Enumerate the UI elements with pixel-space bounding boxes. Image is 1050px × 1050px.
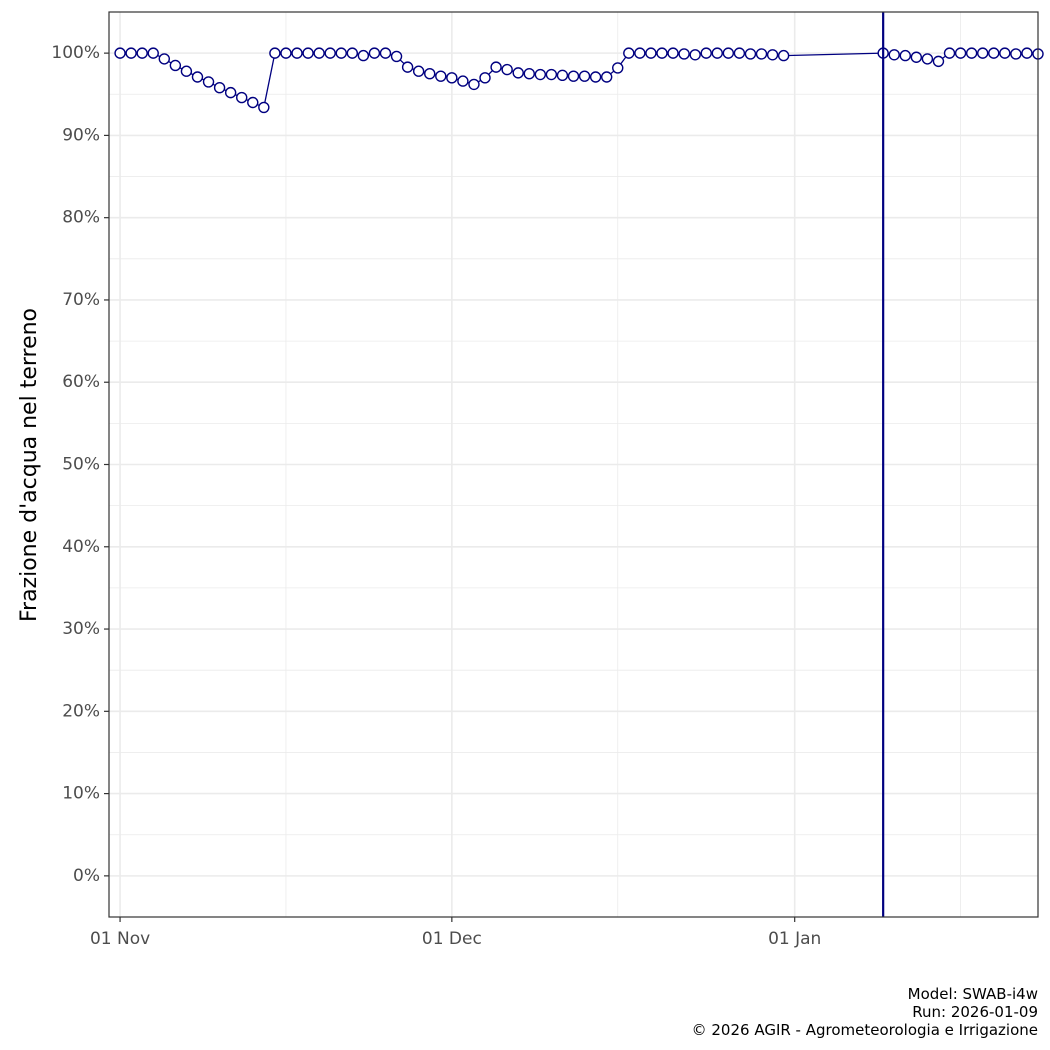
data-point	[689, 49, 701, 61]
data-point	[921, 53, 934, 65]
data-point	[357, 49, 370, 62]
data-point	[645, 47, 657, 59]
y-axis: 0% 10% 20% 30% 40% 50% 60% 70% 80% 90% 100%	[51, 43, 109, 886]
data-point	[578, 70, 591, 82]
y-tick-label: 100%	[51, 43, 100, 63]
x-tick-label: 01 Jan	[768, 929, 821, 949]
data-point	[777, 49, 790, 62]
data-point	[545, 68, 558, 81]
data-point	[744, 48, 757, 60]
data-point	[512, 67, 524, 79]
y-tick-label: 0%	[73, 866, 100, 886]
data-point	[136, 47, 148, 59]
data-point	[755, 48, 768, 60]
data-point	[490, 61, 502, 73]
data-point	[479, 72, 491, 84]
data-point	[280, 47, 292, 59]
y-tick-label: 70%	[62, 290, 100, 310]
data-point	[269, 47, 281, 59]
y-tick-label: 10%	[62, 784, 100, 804]
caption-run: Run: 2026-01-09	[912, 1003, 1038, 1021]
caption-copyright: © 2026 AGIR - Agrometeorologia e Irrigaz…	[691, 1021, 1038, 1039]
data-point	[401, 61, 414, 73]
y-tick-label: 80%	[62, 208, 100, 228]
data-point	[711, 47, 723, 59]
data-point	[634, 47, 646, 59]
data-point	[379, 47, 392, 59]
x-axis: 01 Nov 01 Dec 01 Jan	[90, 917, 821, 949]
data-point	[313, 47, 325, 59]
x-tick-label: 01 Nov	[90, 929, 150, 949]
data-point	[733, 47, 746, 59]
y-tick-label: 90%	[62, 125, 100, 145]
data-point	[368, 47, 381, 59]
data-point	[202, 76, 215, 88]
data-point	[247, 96, 259, 109]
data-point	[191, 71, 204, 83]
data-point	[236, 91, 248, 104]
caption: Model: SWAB-i4w Run: 2026-01-09 © 2026 A…	[692, 985, 1038, 1039]
data-point	[158, 53, 170, 65]
data-point	[258, 101, 270, 114]
caption-model: Model: SWAB-i4w	[907, 985, 1038, 1003]
data-point	[435, 70, 447, 82]
data-point	[667, 47, 679, 59]
data-point	[147, 47, 159, 59]
data-point	[457, 75, 469, 87]
y-tick-label: 50%	[62, 455, 100, 475]
data-point	[567, 70, 580, 82]
data-point	[954, 47, 967, 59]
y-tick-label: 60%	[62, 372, 100, 392]
data-point	[678, 48, 690, 60]
data-point	[302, 47, 314, 59]
data-point	[468, 78, 480, 91]
y-axis-label: Frazione d'acqua nel terreno	[17, 308, 42, 622]
data-point	[291, 47, 303, 59]
data-point	[180, 65, 193, 77]
y-tick-label: 40%	[62, 537, 100, 557]
data-point	[213, 81, 226, 94]
data-point	[424, 68, 436, 80]
data-point	[114, 47, 126, 59]
data-point	[224, 86, 237, 99]
data-point	[888, 49, 900, 61]
y-tick-label: 30%	[62, 619, 100, 639]
data-point	[722, 47, 735, 59]
data-point	[988, 47, 1000, 59]
data-point	[932, 55, 945, 68]
data-point	[1010, 48, 1022, 60]
data-point	[534, 68, 547, 81]
data-point	[125, 47, 137, 59]
data-point	[943, 47, 956, 59]
data-point	[412, 65, 425, 77]
data-point	[169, 59, 182, 72]
data-point	[556, 69, 569, 82]
data-point	[346, 47, 359, 59]
data-point	[589, 71, 602, 83]
data-point	[766, 49, 779, 61]
data-point	[446, 72, 458, 84]
data-point	[656, 47, 668, 59]
data-point	[612, 62, 624, 74]
data-point	[600, 71, 613, 83]
data-point	[390, 50, 403, 63]
data-point	[324, 47, 336, 59]
data-point	[1021, 47, 1033, 59]
data-point	[977, 47, 989, 59]
data-point	[910, 51, 923, 63]
data-point	[700, 47, 712, 59]
y-tick-label: 20%	[62, 701, 100, 721]
data-point	[501, 63, 513, 76]
x-tick-label: 01 Dec	[422, 929, 482, 949]
data-point	[623, 47, 635, 59]
data-point	[999, 47, 1011, 59]
data-point	[965, 47, 978, 59]
series-layer	[114, 47, 1044, 114]
data-point	[899, 49, 911, 62]
data-point	[523, 68, 535, 80]
data-point	[335, 47, 347, 59]
